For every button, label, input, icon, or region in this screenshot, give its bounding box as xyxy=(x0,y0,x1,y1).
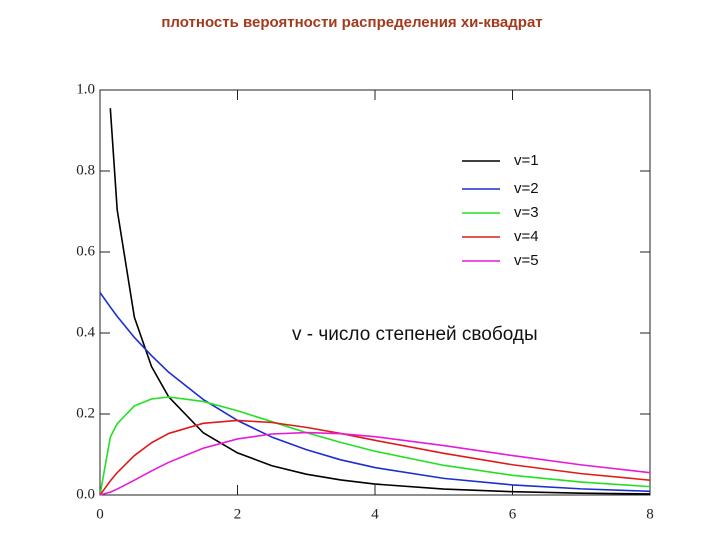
x-tick-label: 6 xyxy=(509,506,517,522)
y-tick-label: 1.0 xyxy=(76,81,95,97)
series-line xyxy=(100,431,650,496)
y-tick-label: 0.6 xyxy=(76,243,95,259)
series-line xyxy=(100,396,650,496)
legend-label: v=2 xyxy=(514,180,539,197)
y-tick-label: 0.2 xyxy=(76,405,95,421)
x-tick-label: 0 xyxy=(96,506,104,522)
annotation: v - число степеней свободы xyxy=(292,324,538,345)
legend-label: v=1 xyxy=(514,152,539,169)
y-tick-label: 0.4 xyxy=(76,324,95,340)
y-tick-label: 0.0 xyxy=(76,486,95,502)
series-line xyxy=(100,419,650,496)
x-tick-label: 8 xyxy=(646,506,654,522)
plot-frame xyxy=(99,89,651,496)
y-tick-label: 0.8 xyxy=(76,162,95,178)
legend-label: v=5 xyxy=(514,252,539,269)
x-tick-label: 2 xyxy=(234,506,242,522)
series-line xyxy=(100,292,650,493)
legend-label: v=4 xyxy=(514,228,539,245)
series-line xyxy=(109,108,650,495)
legend-label: v=3 xyxy=(514,204,539,221)
x-tick-label: 4 xyxy=(371,506,379,522)
chart-title: плотность вероятности распределения хи-к… xyxy=(161,14,542,31)
